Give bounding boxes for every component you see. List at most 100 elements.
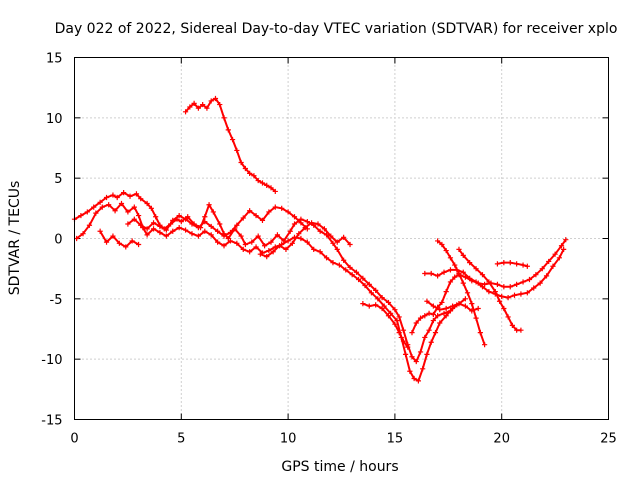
data-point [86, 222, 93, 228]
data-point [343, 267, 349, 273]
data-point [217, 221, 223, 227]
data-point [289, 240, 295, 246]
data-point [238, 159, 244, 166]
data-point [430, 303, 436, 309]
data-point [428, 270, 434, 277]
data-point [189, 221, 195, 227]
data-point [283, 246, 289, 252]
data-point [422, 270, 428, 277]
data-point [561, 246, 567, 252]
data-point [524, 263, 530, 269]
data-point [509, 322, 515, 328]
series-track-12 [97, 228, 142, 250]
data-point [110, 192, 116, 198]
data-point [291, 214, 298, 220]
data-point [428, 339, 434, 345]
data-point [247, 170, 253, 176]
data-point [212, 95, 219, 102]
data-point [392, 321, 398, 327]
data-point [492, 288, 498, 295]
series-track-2 [74, 200, 468, 384]
data-point [110, 233, 116, 239]
x-tick-label: 5 [177, 432, 185, 447]
data-point [129, 238, 135, 244]
data-point [368, 290, 375, 296]
data-point [462, 296, 468, 302]
data-point [204, 105, 210, 111]
data-point [103, 239, 110, 245]
data-point [264, 182, 270, 189]
data-point [373, 302, 379, 308]
data-point [507, 260, 513, 266]
data-point [131, 216, 137, 222]
data-point [437, 320, 443, 326]
data-point [518, 291, 524, 297]
data-point [537, 280, 543, 286]
data-point [234, 222, 240, 228]
data-point [91, 204, 97, 210]
data-point [317, 228, 323, 234]
data-point [482, 342, 488, 348]
data-point [315, 221, 321, 227]
data-point [176, 212, 182, 219]
series-track-9 [456, 246, 524, 333]
y-tick-label: -15 [41, 414, 62, 429]
data-point [366, 281, 372, 287]
data-point [259, 180, 266, 186]
data-point [247, 249, 253, 255]
x-tick-label: 10 [280, 432, 297, 447]
data-point [251, 173, 257, 179]
data-point [272, 188, 278, 195]
plot-frame [74, 57, 609, 420]
data-point [328, 233, 334, 239]
data-point [202, 228, 208, 234]
data-point [563, 237, 569, 243]
data-point [187, 104, 193, 110]
data-point [135, 212, 142, 219]
data-point [456, 270, 462, 277]
data-point [116, 240, 122, 246]
data-point [221, 243, 227, 249]
series-track-3 [125, 204, 310, 239]
data-point [238, 233, 244, 239]
data-point [467, 275, 473, 281]
data-point [435, 273, 441, 279]
y-axis-label: SDTVAR / TECUs [7, 181, 23, 296]
data-point [353, 269, 360, 275]
data-point [469, 308, 475, 314]
data-point [400, 327, 407, 333]
data-point [396, 314, 402, 320]
data-point [347, 264, 353, 271]
data-point [78, 212, 84, 219]
data-point [422, 313, 428, 319]
data-point [103, 194, 110, 201]
series-track-4 [360, 301, 411, 350]
data-point [469, 301, 475, 307]
data-point [242, 165, 248, 172]
data-point [505, 295, 511, 301]
series-track-5 [182, 95, 278, 195]
data-point [206, 202, 212, 208]
data-point [225, 127, 231, 133]
data-point [539, 266, 545, 272]
data-point [449, 303, 456, 309]
data-point [402, 351, 409, 357]
data-point [208, 223, 214, 230]
data-point [221, 233, 227, 239]
data-point [268, 239, 274, 245]
data-point [195, 233, 201, 239]
data-point [262, 243, 268, 249]
data-point [298, 220, 304, 226]
data-point [302, 225, 308, 231]
data-point [518, 327, 524, 333]
data-point [125, 221, 131, 227]
data-point [426, 327, 432, 333]
data-point [210, 209, 216, 215]
data-point [135, 241, 142, 248]
data-series [71, 95, 569, 384]
data-point [424, 351, 430, 357]
series-track-13 [257, 220, 353, 260]
data-point [341, 234, 347, 240]
data-point [494, 281, 501, 287]
